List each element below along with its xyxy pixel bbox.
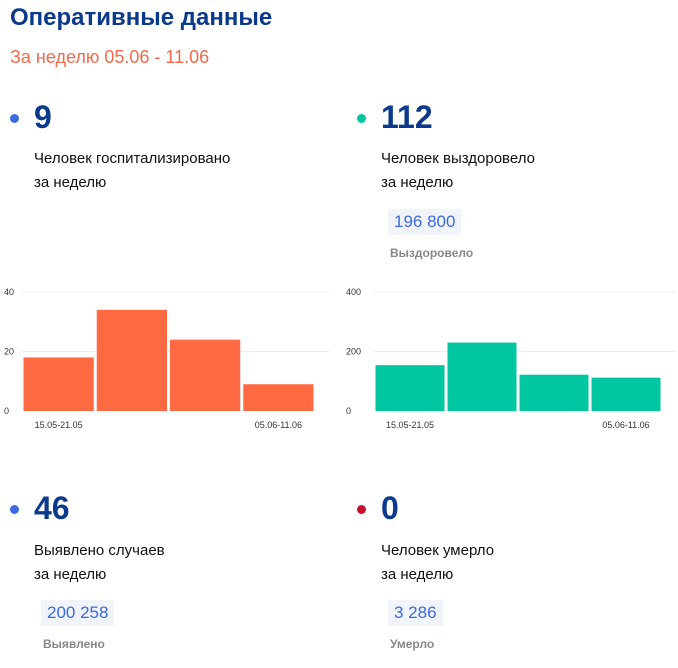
recovered-chart: 0 200 400 15.05-21.05 05.06-11.06	[346, 287, 676, 430]
deaths-value: 0	[381, 490, 399, 526]
x-tick-label: 05.06-11.06	[255, 420, 302, 430]
period-subtitle: За неделю 05.06 - 11.06	[10, 47, 210, 67]
recovered-total: 196 800	[388, 209, 462, 235]
y-tick-label: 0	[4, 406, 9, 416]
label-line: Человек госпитализировано	[34, 150, 231, 167]
deaths-total-label: Умерло	[390, 637, 435, 651]
deaths-total: 3 286	[388, 600, 443, 626]
bar	[591, 377, 661, 411]
y-tick-label: 40	[4, 287, 14, 297]
deaths-dot-icon	[357, 505, 366, 514]
x-tick-label: 15.05-21.05	[35, 420, 83, 430]
label-line: Человек выздоровело	[381, 150, 535, 167]
cases-total-label: Выявлено	[43, 637, 105, 651]
y-tick-label: 200	[346, 347, 361, 357]
label-line: Человек умерло	[381, 542, 495, 559]
label-line: за неделю	[381, 566, 454, 583]
recovered-label: Человек выздоровело за неделю	[381, 147, 535, 195]
label-line: за неделю	[381, 174, 454, 191]
label-line: за неделю	[34, 174, 107, 191]
cases-value: 46	[34, 490, 70, 526]
label-line: Выявлено случаев	[34, 542, 165, 559]
bar	[243, 384, 314, 411]
deaths-label: Человек умерло за неделю	[381, 539, 494, 587]
x-tick-label: 05.06-11.06	[602, 420, 649, 430]
y-tick-label: 0	[346, 406, 351, 416]
y-tick-label: 400	[346, 287, 361, 297]
x-tick-label: 15.05-21.05	[386, 420, 434, 430]
hospitalized-dot-icon	[10, 114, 19, 123]
cases-total: 200 258	[41, 600, 115, 626]
recovered-dot-icon	[357, 114, 366, 123]
hospitalized-label: Человек госпитализировано за неделю	[34, 147, 230, 195]
hospitalized-chart: 0 20 40 15.05-21.05 05.06-11.06	[4, 287, 329, 430]
bar	[519, 374, 589, 411]
bar	[23, 357, 94, 411]
cases-dot-icon	[10, 505, 19, 514]
y-tick-label: 20	[4, 347, 14, 357]
bar	[96, 309, 167, 411]
cases-label: Выявлено случаев за неделю	[34, 539, 165, 587]
recovered-value: 112	[381, 99, 433, 135]
bar	[447, 342, 517, 411]
recovered-total-label: Выздоровело	[390, 246, 474, 260]
bar	[375, 365, 445, 411]
page-title: Оперативные данные	[10, 4, 273, 31]
label-line: за неделю	[34, 566, 107, 583]
hospitalized-value: 9	[34, 99, 52, 135]
bar	[170, 339, 241, 411]
